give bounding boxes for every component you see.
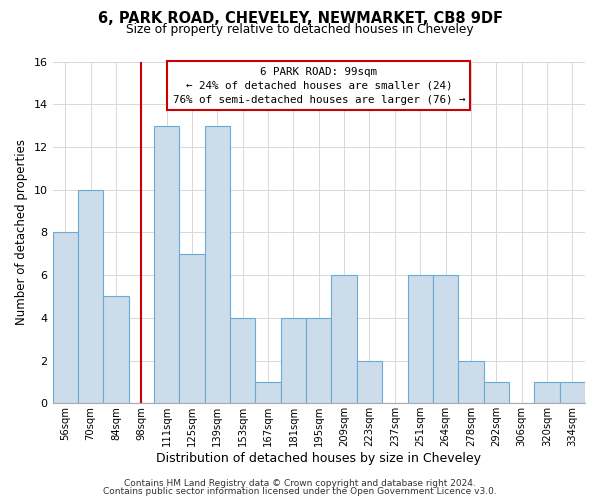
Bar: [433, 275, 458, 404]
Bar: [53, 232, 78, 404]
Text: 6, PARK ROAD, CHEVELEY, NEWMARKET, CB8 9DF: 6, PARK ROAD, CHEVELEY, NEWMARKET, CB8 9…: [97, 11, 503, 26]
Text: Contains HM Land Registry data © Crown copyright and database right 2024.: Contains HM Land Registry data © Crown c…: [124, 478, 476, 488]
Bar: [484, 382, 509, 404]
Bar: [205, 126, 230, 404]
Bar: [357, 360, 382, 404]
Text: Size of property relative to detached houses in Cheveley: Size of property relative to detached ho…: [126, 22, 474, 36]
Bar: [560, 382, 585, 404]
Bar: [230, 318, 256, 404]
Bar: [331, 275, 357, 404]
Bar: [154, 126, 179, 404]
Bar: [179, 254, 205, 404]
Bar: [458, 360, 484, 404]
Y-axis label: Number of detached properties: Number of detached properties: [15, 140, 28, 326]
X-axis label: Distribution of detached houses by size in Cheveley: Distribution of detached houses by size …: [156, 452, 481, 465]
Bar: [256, 382, 281, 404]
Bar: [103, 296, 128, 404]
Bar: [534, 382, 560, 404]
Bar: [407, 275, 433, 404]
Text: 6 PARK ROAD: 99sqm
← 24% of detached houses are smaller (24)
76% of semi-detache: 6 PARK ROAD: 99sqm ← 24% of detached hou…: [173, 66, 465, 104]
Bar: [281, 318, 306, 404]
Bar: [78, 190, 103, 404]
Bar: [306, 318, 331, 404]
Text: Contains public sector information licensed under the Open Government Licence v3: Contains public sector information licen…: [103, 487, 497, 496]
